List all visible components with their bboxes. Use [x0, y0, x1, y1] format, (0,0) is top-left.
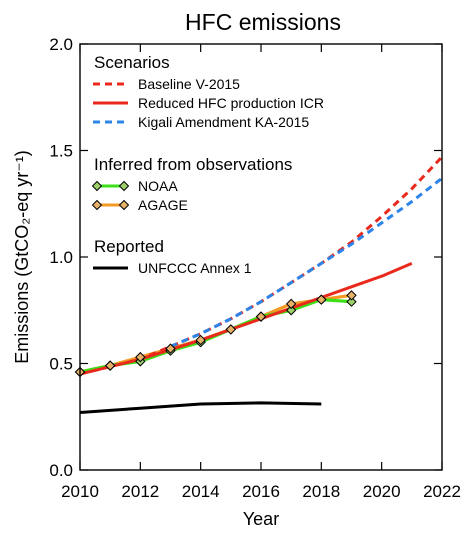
legend-label-unfccc: UNFCCC Annex 1 — [138, 260, 252, 276]
x-tick-label: 2020 — [363, 482, 401, 501]
legend-label-kigali: Kigali Amendment KA-2015 — [138, 114, 309, 130]
data-point-agage — [255, 311, 267, 322]
x-axis-label: Year — [243, 509, 279, 529]
y-tick-label: 0.0 — [49, 461, 73, 480]
legend-label-noaa: NOAA — [138, 178, 178, 194]
data-point-agage — [316, 294, 327, 305]
y-tick-label: 1.0 — [49, 248, 73, 267]
legend-heading: Inferred from observations — [94, 155, 292, 174]
y-tick-label: 0.5 — [49, 355, 73, 374]
data-point-agage — [135, 351, 146, 363]
legend-marker-agage — [118, 199, 130, 211]
legend-marker-noaa — [91, 180, 103, 192]
data-point-agage — [104, 360, 116, 371]
series-line-unfccc — [79, 401, 322, 414]
x-tick-label: 2018 — [302, 482, 340, 501]
x-tick-label: 2022 — [423, 482, 461, 501]
data-point-agage — [225, 324, 237, 335]
legend-heading: Scenarios — [94, 53, 170, 72]
legend-label-baseline: Baseline V-2015 — [138, 76, 240, 92]
x-tick-label: 2010 — [61, 482, 99, 501]
data-point-agage — [165, 343, 176, 354]
data-point-agage — [346, 290, 357, 301]
series-line-kigali — [169, 177, 443, 348]
data-point-noaa — [285, 305, 297, 316]
legend-marker-noaa — [118, 180, 130, 192]
y-tick-label: 2.0 — [49, 35, 73, 54]
data-point-agage — [285, 298, 297, 310]
y-tick-label: 1.5 — [49, 142, 73, 161]
x-axis: 2010 2012 2014 2016 2018 2020 2022 — [61, 44, 461, 501]
data-point-noaa — [346, 296, 357, 307]
legend-label-agage: AGAGE — [138, 197, 188, 213]
plot-marks — [74, 155, 444, 414]
x-tick-label: 2012 — [121, 482, 159, 501]
y-axis-label: Emissions (GtCO₂-eq yr⁻¹) — [12, 150, 32, 364]
chart-title: HFC emissions — [185, 9, 341, 35]
legend-marker-agage — [91, 199, 103, 211]
x-tick-label: 2016 — [242, 482, 280, 501]
legend: Scenarios Baseline V-2015 Reduced HFC prod… — [91, 53, 324, 276]
data-point-agage — [195, 334, 206, 346]
legend-label-reduced: Reduced HFC production ICR — [138, 95, 324, 111]
y-axis: 0.0 0.5 1.0 1.5 2.0 — [49, 35, 442, 480]
legend-heading: Reported — [94, 237, 164, 256]
x-tick-label: 2014 — [182, 482, 220, 501]
